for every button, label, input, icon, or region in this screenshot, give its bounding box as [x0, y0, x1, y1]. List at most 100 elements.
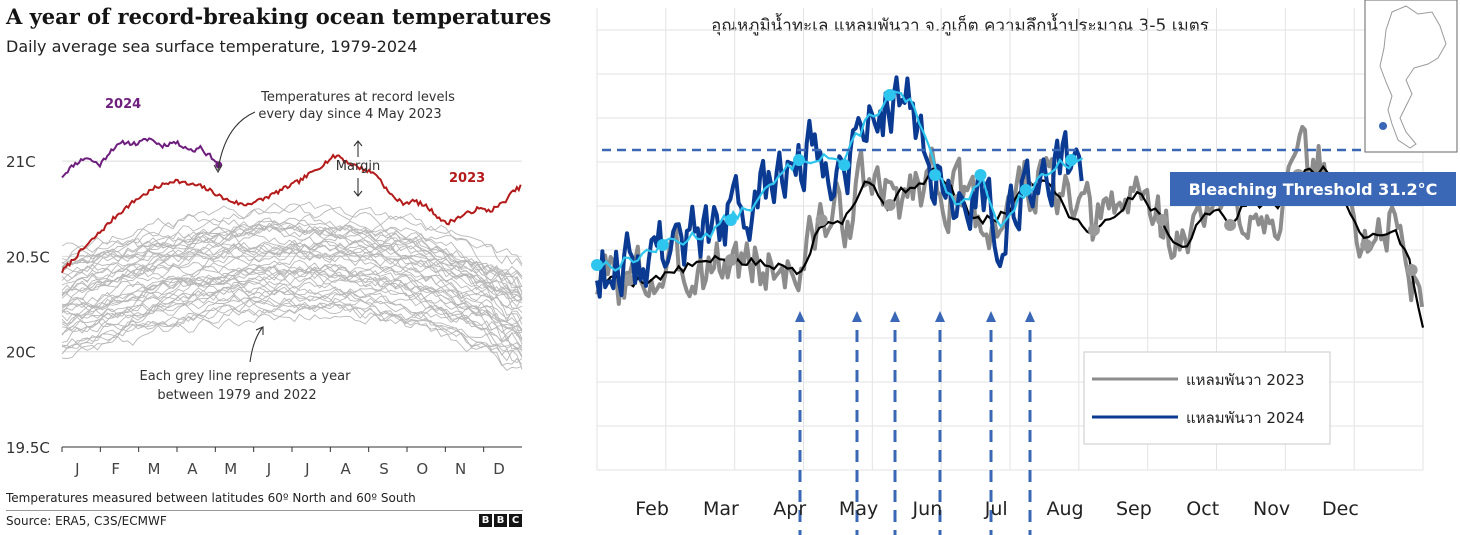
thailand-outline [1379, 5, 1447, 149]
x-tick-label: D [493, 460, 505, 478]
series-2023-line [61, 153, 522, 274]
series-2023-marker [1405, 264, 1418, 276]
series-2024-marker [656, 239, 669, 251]
grey-year-line [61, 203, 523, 267]
x-tick-label: A [341, 460, 352, 478]
chart-title: A year of record-breaking ocean temperat… [6, 4, 552, 29]
x-tick-label: Dec [1322, 498, 1359, 520]
legend-box [1083, 351, 1331, 445]
series-2024-marker [724, 214, 737, 226]
thailand-map-inset [1364, 0, 1458, 153]
series-2024-marker [838, 159, 851, 171]
x-tick-label: J [74, 460, 79, 478]
y-tick-label: 20C [6, 344, 36, 362]
series-2024-line [61, 137, 218, 179]
annotation-margin: Margin [336, 159, 380, 174]
margin-bracket [353, 140, 363, 197]
y-tick-label: 21C [6, 153, 36, 171]
threshold-label: Bleaching Threshold 31.2°C [1189, 180, 1438, 199]
grey-year-line [61, 250, 523, 309]
series-2024-marker [974, 169, 987, 181]
grey-year-line [61, 239, 523, 299]
event-arrowhead [1025, 311, 1035, 322]
chart-subtitle: Daily average sea surface temperature, 1… [6, 37, 418, 56]
phuket-location-dot [1379, 122, 1387, 130]
grey-year-line [61, 224, 523, 289]
x-tick-labels: Feb Mar Apr May Jun Jul Aug Sep Oct Nov Dec [635, 498, 1359, 520]
grey-year-line [61, 298, 523, 370]
annotation-record-arrow [217, 111, 256, 171]
x-tick-label: Aug [1047, 498, 1084, 520]
legend-label-2024: แหลมพันวา 2024 [1186, 409, 1305, 427]
annotation-record-line2: every day since 4 May 2023 [258, 107, 441, 122]
x-tick-label: Sep [1116, 498, 1152, 520]
series-2024-marker [591, 259, 603, 271]
bbc-logo: B B C [479, 514, 522, 527]
chart-footnote: Temperatures measured between latitudes … [6, 491, 416, 505]
grey-year-line [61, 283, 523, 348]
grey-year-line [61, 293, 523, 351]
grey-year-line [61, 269, 523, 331]
x-tick-label: Jul [984, 498, 1008, 520]
grey-year-line [61, 217, 523, 280]
grey-year-line [61, 271, 523, 332]
series-2023-marker [1360, 239, 1373, 251]
series-2024-marker [792, 154, 805, 166]
bbc-logo-letter: B [494, 514, 507, 527]
series-2024-marker [1065, 154, 1078, 166]
x-tick-label: J [266, 460, 271, 478]
grey-year-line [61, 217, 523, 299]
grey-year-line [61, 281, 523, 342]
grey-year-line [61, 223, 523, 301]
x-tick-label: May [839, 498, 878, 520]
annotation-grey-line1: Each grey line represents a year [140, 369, 352, 384]
x-tick-label: Mar [703, 498, 739, 520]
grey-year-line [61, 262, 523, 330]
gridlines [596, 8, 1424, 471]
series-2024-raw-line [595, 75, 1084, 299]
series-2023-marker [883, 199, 896, 211]
y-tick-label: 19.5C [6, 439, 50, 457]
grey-year-line [61, 201, 523, 265]
grey-year-line [61, 288, 523, 351]
x-tick-label: N [455, 460, 466, 478]
annotation-grey-arrow [249, 327, 263, 363]
bbc-chart-panel: A year of record-breaking ocean temperat… [0, 0, 551, 535]
x-tick-label: Nov [1253, 498, 1290, 520]
grey-year-line [61, 286, 523, 345]
label-2023: 2023 [449, 171, 485, 186]
series-2023-marker [1156, 214, 1169, 226]
chart-source: Source: ERA5, C3S/ECMWF [6, 514, 167, 528]
legend-label-2023: แหลมพันวา 2023 [1186, 371, 1305, 389]
series-2024-markers [591, 89, 1078, 271]
x-tick-label: O [416, 460, 428, 478]
x-tick-label: M [224, 460, 237, 478]
y-tick-label: 20.5C [6, 248, 50, 266]
x-tick-label: Feb [635, 498, 669, 520]
phuket-line-chart: Bleaching Threshold 31.2°C Feb Mar Apr May J… [591, 0, 1458, 535]
grey-year-line [61, 242, 523, 304]
annotation-grey-arrowhead [255, 326, 264, 335]
series-2024-marker [1019, 184, 1032, 196]
footer-divider [6, 510, 523, 511]
event-arrowhead [795, 311, 805, 322]
grey-year-line [61, 274, 523, 334]
x-tick-label: Apr [773, 498, 806, 520]
x-tick-label: Oct [1186, 498, 1219, 520]
series-2023-marker [1087, 224, 1100, 236]
y-tick-labels: 19.5C 20C 20.5C 21C [6, 153, 50, 457]
threshold-label-box [1170, 172, 1456, 206]
thai-chart-title: อุณหภูมิน้ำทะเล แหลมพันวา จ.ภูเก็ต ความล… [711, 16, 1209, 36]
annotation-record-line1: Temperatures at record levels [260, 90, 455, 105]
event-arrowhead [852, 311, 862, 322]
annotation-grey-line2: between 1979 and 2022 [157, 388, 316, 403]
annotation-record-arrowhead [213, 164, 223, 174]
x-tick-label: M [148, 460, 161, 478]
event-arrowhead [935, 311, 945, 322]
bbc-logo-letter: B [479, 514, 492, 527]
event-arrowhead [890, 311, 900, 322]
series-2024-marker [929, 169, 942, 181]
series-2023-marker [1224, 219, 1237, 231]
